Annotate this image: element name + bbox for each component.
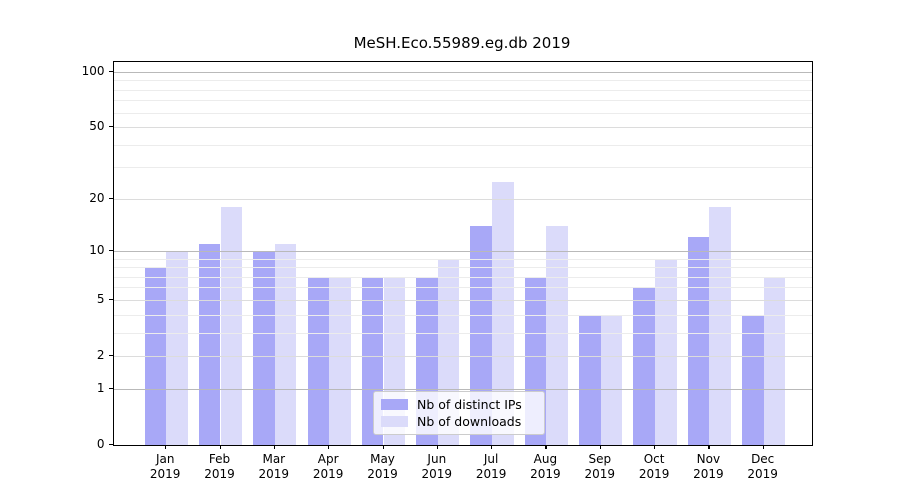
bar-distinct-ips	[633, 287, 656, 445]
y-tick-label: 1	[96, 380, 105, 395]
x-tick-label-feb: Feb 2019	[204, 451, 235, 481]
x-tick-mark	[599, 444, 601, 449]
x-tick-mark	[165, 444, 167, 449]
y-tick-mark	[108, 249, 113, 252]
bar-downloads	[492, 181, 514, 445]
gridline-y-60	[114, 112, 812, 114]
x-tick-mark	[708, 444, 710, 449]
x-tick-label-jun: Jun 2019	[421, 451, 453, 481]
bar-downloads	[546, 225, 569, 445]
gridline-y-10	[114, 250, 812, 252]
gridline-y-70	[114, 100, 812, 102]
legend-entry-downloads: Nb of downloads	[381, 413, 537, 430]
chart-title: MeSH.Eco.55989.eg.db 2019	[353, 34, 571, 52]
x-tick-mark	[545, 444, 547, 449]
x-tick-mark	[328, 444, 330, 449]
bar-distinct-ips	[307, 276, 330, 445]
x-tick-mark	[273, 444, 275, 449]
bar-distinct-ips	[579, 314, 601, 445]
gridline-y-6	[114, 287, 812, 289]
bar-downloads	[166, 250, 188, 445]
x-tick-label-jan: Jan 2019	[149, 451, 181, 481]
bar-downloads	[600, 314, 623, 445]
bar-downloads	[220, 206, 243, 445]
bar-downloads	[329, 276, 351, 445]
x-tick-label-oct: Oct 2019	[638, 451, 670, 481]
legend-label-downloads: Nb of downloads	[417, 414, 522, 429]
y-tick-label: 0	[96, 436, 105, 451]
gridline-y-2	[114, 355, 812, 357]
y-tick-label: 5	[96, 291, 105, 306]
bar-distinct-ips	[253, 250, 275, 445]
legend-label-distinct-ips: Nb of distinct IPs	[417, 397, 522, 412]
x-tick-label-nov: Nov 2019	[693, 451, 724, 481]
y-tick-mark	[108, 443, 113, 445]
x-tick-mark	[654, 444, 656, 449]
y-tick-mark	[108, 197, 113, 199]
bar-distinct-ips	[742, 314, 764, 445]
legend-entry-distinct-ips: Nb of distinct IPs	[381, 396, 537, 413]
x-tick-label-may: May 2019	[367, 451, 398, 481]
y-tick-mark	[108, 70, 113, 73]
gridline-y-5	[114, 299, 812, 301]
x-tick-mark	[382, 444, 384, 449]
gridline-y-30	[114, 167, 812, 169]
x-tick-mark	[491, 444, 493, 449]
bar-distinct-ips	[687, 237, 710, 445]
gridline-y-40	[114, 144, 812, 146]
gridline-y-9	[114, 258, 812, 260]
gridline-y-7	[114, 276, 812, 278]
x-tick-mark	[436, 444, 438, 449]
gridline-y-1	[114, 388, 812, 390]
gridline-y-80	[114, 89, 812, 91]
bar-downloads	[655, 258, 677, 445]
x-tick-label-mar: Mar 2019	[258, 451, 290, 481]
bar-downloads	[763, 276, 786, 445]
bar-downloads	[709, 206, 732, 445]
y-tick-label: 20	[89, 190, 105, 205]
x-tick-label-jul: Jul 2019	[475, 451, 507, 481]
y-tick-label: 100	[81, 63, 105, 78]
y-tick-label: 50	[89, 119, 105, 134]
gridline-y-90	[114, 80, 812, 82]
bar-distinct-ips	[198, 243, 221, 445]
bar-downloads	[274, 243, 297, 445]
y-tick-mark	[108, 354, 113, 356]
x-tick-label-apr: Apr 2019	[312, 451, 344, 481]
y-tick-label: 10	[89, 242, 105, 257]
legend: Nb of distinct IPs Nb of downloads	[373, 391, 545, 435]
y-tick-label: 2	[96, 347, 105, 362]
gridline-y-8	[114, 267, 812, 269]
x-tick-label-dec: Dec 2019	[747, 451, 778, 481]
gridline-y-3	[114, 332, 812, 334]
y-tick-mark	[108, 126, 113, 128]
gridline-y-20	[114, 198, 812, 200]
plot-area	[113, 61, 813, 446]
legend-swatch-distinct-ips	[381, 399, 408, 410]
gridline-y-4	[114, 314, 812, 316]
gridline-y-50	[114, 127, 812, 129]
x-tick-mark	[762, 444, 764, 449]
x-tick-label-sep: Sep 2019	[584, 451, 616, 481]
gridline-y-100	[114, 71, 812, 73]
x-tick-mark	[219, 444, 221, 449]
legend-swatch-downloads	[381, 416, 408, 427]
bar-distinct-ips	[470, 225, 493, 445]
y-tick-mark	[108, 387, 113, 389]
y-tick-mark	[108, 298, 113, 300]
x-tick-label-aug: Aug 2019	[530, 451, 561, 481]
